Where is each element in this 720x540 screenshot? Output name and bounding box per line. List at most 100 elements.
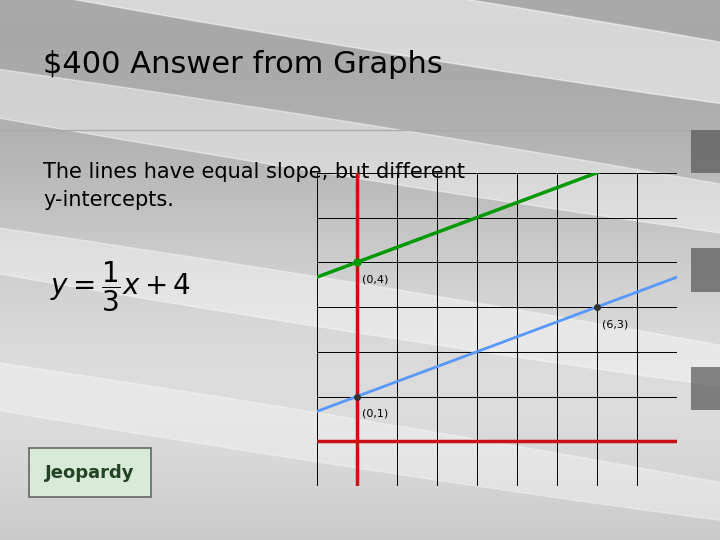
Bar [0, 45, 720, 46]
Bar [0, 311, 720, 313]
Bar [0, 299, 720, 300]
Bar [0, 8, 720, 10]
Bar [0, 240, 720, 241]
Bar [0, 390, 720, 391]
Text: $400 Answer from Graphs: $400 Answer from Graphs [43, 50, 443, 79]
Bar [0, 85, 720, 86]
Bar [0, 198, 720, 199]
Bar [0, 429, 720, 430]
Bar [0, 281, 720, 283]
Bar [0, 222, 720, 224]
Bar [0, 307, 720, 308]
Bar [0, 251, 720, 252]
Bar [0, 364, 720, 366]
Bar [0, 503, 720, 505]
Bar [0, 472, 720, 474]
Bar [0, 23, 720, 24]
Bar [0, 280, 720, 281]
Bar [0, 86, 720, 88]
Bar [0, 219, 720, 221]
Bar [0, 288, 720, 289]
Bar [0, 4, 720, 5]
Bar [0, 319, 720, 321]
Bar [0, 154, 720, 156]
Bar [0, 460, 720, 462]
Bar [0, 221, 720, 222]
Bar [0, 418, 720, 420]
Bar [0, 367, 720, 368]
Bar [0, 64, 720, 65]
Bar [0, 145, 720, 146]
Bar [0, 315, 720, 316]
Bar [0, 447, 720, 448]
Bar [0, 188, 720, 190]
Bar [0, 66, 720, 68]
Bar [0, 46, 720, 48]
Bar [0, 14, 720, 15]
Bar [0, 510, 720, 511]
Bar [0, 404, 720, 406]
Bar [0, 149, 720, 150]
Bar [0, 27, 720, 29]
Bar [0, 157, 720, 158]
Bar [0, 65, 720, 66]
Bar [0, 53, 720, 54]
Bar [0, 436, 720, 437]
Bar [0, 344, 720, 345]
Bar [0, 532, 720, 533]
Bar [0, 183, 720, 184]
Bar [0, 59, 720, 61]
Bar [0, 355, 720, 356]
Bar [0, 102, 720, 103]
Bar [0, 323, 720, 325]
Text: (6,3): (6,3) [602, 319, 628, 329]
Bar [0, 137, 720, 138]
Bar [0, 387, 720, 388]
Bar [0, 110, 720, 111]
Bar [0, 89, 720, 91]
Bar [0, 107, 720, 109]
Bar [0, 533, 720, 535]
Bar [0, 490, 720, 491]
Bar [0, 431, 720, 433]
Bar [0, 254, 720, 256]
Bar [0, 37, 720, 38]
Bar [0, 322, 720, 323]
Bar [0, 372, 720, 374]
Bar [0, 62, 720, 64]
Bar [0, 131, 720, 133]
Bar [0, 54, 720, 56]
Bar [0, 514, 720, 516]
Bar [0, 233, 720, 234]
Bar [0, 257, 720, 259]
Bar [0, 422, 720, 423]
Bar [0, 173, 720, 174]
Bar [0, 91, 720, 92]
Bar [0, 508, 720, 509]
Bar [0, 80, 720, 81]
Bar [0, 403, 720, 404]
Bar [0, 273, 720, 275]
Bar [0, 109, 720, 110]
Bar [0, 347, 720, 348]
Bar [0, 517, 720, 518]
Bar [0, 122, 720, 123]
Bar [0, 330, 720, 332]
Bar [0, 361, 720, 363]
Bar [0, 218, 720, 219]
Bar [0, 168, 720, 169]
Bar [0, 136, 720, 137]
Bar [0, 341, 720, 342]
Bar [0, 249, 720, 251]
Bar [0, 93, 720, 94]
Bar [0, 193, 720, 195]
Bar [0, 200, 720, 201]
Bar [0, 207, 720, 208]
Bar [0, 69, 720, 70]
Bar [0, 212, 720, 214]
Bar [0, 524, 720, 525]
Bar [0, 10, 720, 11]
Bar [0, 260, 720, 261]
Bar [0, 360, 720, 361]
Bar [0, 500, 720, 501]
